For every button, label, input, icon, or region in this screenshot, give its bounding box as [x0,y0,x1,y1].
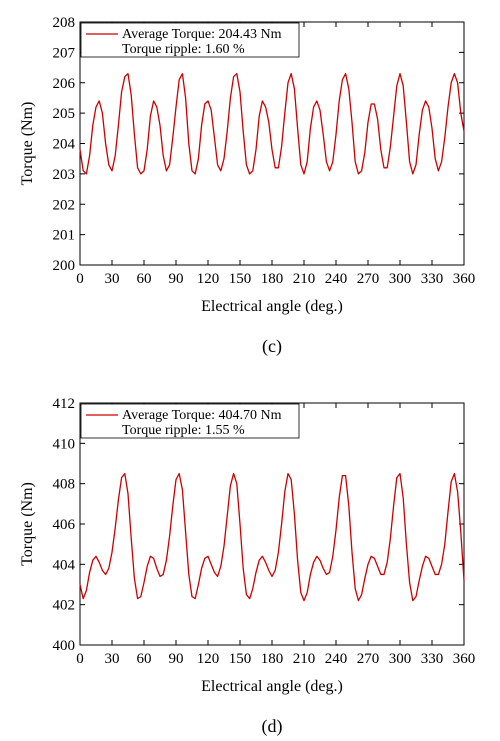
chart-1-y-tick-label: 410 [53,436,76,452]
chart-1-x-tick-label: 120 [197,651,220,667]
chart-1-x-tick-label: 0 [76,651,84,667]
chart-0-y-tick-label: 205 [53,106,76,122]
chart-1-x-tick-label: 240 [325,651,348,667]
chart-0-x-tick-label: 90 [169,271,184,287]
chart-1-x-tick-label: 150 [229,651,252,667]
chart-0-x-tick-label: 180 [261,271,284,287]
chart-0-legend-entry-average: Average Torque: 204.43 Nm [122,27,282,42]
chart-0-y-tick-label: 200 [53,258,76,274]
chart-1-legend-box [80,403,300,439]
chart-1-y-tick-label: 406 [53,517,76,533]
chart-1-x-tick-label: 270 [357,651,380,667]
chart-0-y-tick-label: 207 [53,45,76,61]
chart-1-x-tick-label: 30 [105,651,120,667]
chart-0-y-tick-label: 208 [53,15,76,31]
chart-0-x-tick-label: 60 [137,271,152,287]
chart-1-x-tick-label: 180 [261,651,284,667]
chart-1-y-tick-label: 404 [53,557,76,573]
chart-1-x-tick-label: 330 [421,651,444,667]
chart-1-series-line-0 [79,472,465,602]
chart-0-y-tick-label: 204 [53,137,76,153]
chart-0-legend-box [80,22,300,58]
chart-0-x-tick-label: 360 [453,271,476,287]
chart-1-y-tick-label: 400 [53,638,76,654]
chart-0-x-tick-label: 270 [357,271,380,287]
chart-0-x-tick-label: 120 [197,271,220,287]
chart-1-x-tick-label: 90 [169,651,184,667]
chart-0-x-tick-label: 300 [389,271,412,287]
chart-1-y-tick-label: 412 [53,396,76,412]
chart-1-y-axis-label: Torque (Nm) [19,482,36,566]
chart-1-x-tick-label: 60 [137,651,152,667]
chart-0-x-tick-label: 30 [105,271,120,287]
chart-1-x-tick-label: 360 [453,651,476,667]
chart-0-y-tick-label: 206 [53,76,76,92]
chart-0-legend-entry-ripple: Torque ripple: 1.60 % [122,42,245,57]
chart-0-y-tick-label: 202 [53,197,76,213]
chart-0-x-tick-label: 210 [293,271,316,287]
chart-0-x-axis-label: Electrical angle (deg.) [201,298,343,315]
chart-1-legend-entry-average: Average Torque: 404.70 Nm [122,408,282,423]
chart-1-caption: (d) [262,716,283,737]
chart-1-x-tick-label: 300 [389,651,412,667]
chart-0-caption: (c) [262,336,282,357]
chart-0-x-tick-label: 240 [325,271,348,287]
chart-0-y-axis-label: Torque (Nm) [19,102,36,186]
chart-1-y-tick-label: 408 [53,477,76,493]
chart-0-series-line-0 [79,72,465,175]
chart-0-x-tick-label: 330 [421,271,444,287]
chart-0-y-tick-label: 203 [53,167,76,183]
chart-1-y-tick-label: 402 [53,598,76,614]
chart-0-x-tick-label: 150 [229,271,252,287]
chart-1-x-axis-label: Electrical angle (deg.) [201,678,343,695]
chart-0-plot-frame [79,21,465,266]
chart-1-x-tick-label: 210 [293,651,316,667]
chart-1-plot-frame [79,402,465,646]
chart-0-x-tick-label: 0 [76,271,84,287]
chart-1-legend-entry-ripple: Torque ripple: 1.55 % [122,423,245,438]
chart-0-y-tick-label: 201 [53,228,76,244]
